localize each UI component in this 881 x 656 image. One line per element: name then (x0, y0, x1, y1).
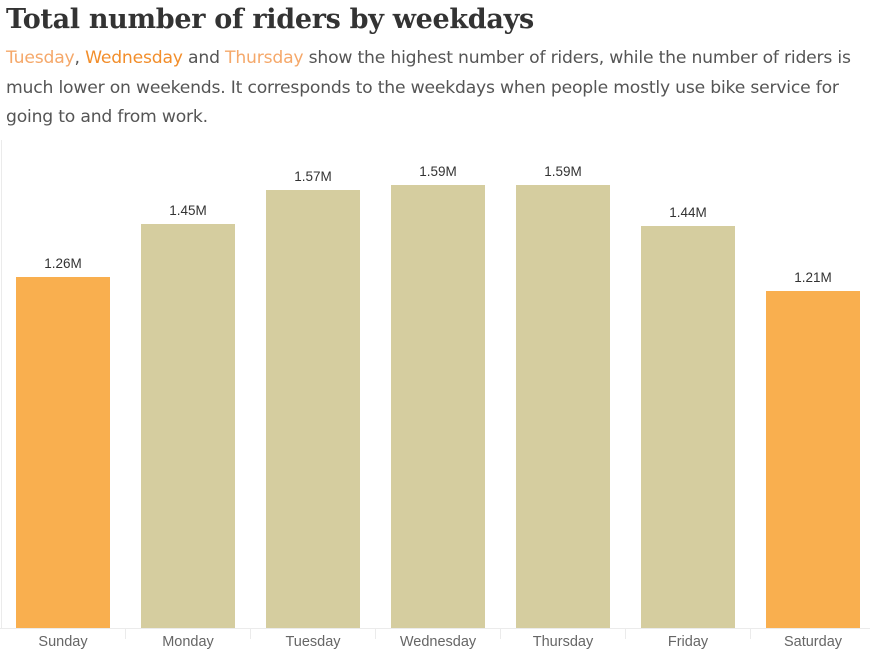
chart-title: Total number of riders by weekdays (6, 4, 534, 35)
x-axis-label: Monday (162, 634, 214, 650)
value-label: 1.57M (294, 169, 332, 184)
x-axis-tick (250, 629, 251, 639)
bar-sunday[interactable] (16, 277, 110, 628)
x-axis-label: Thursday (532, 634, 594, 650)
chart-subtitle: Tuesday, Wednesday and Thursday show the… (6, 44, 876, 133)
x-axis-tick (125, 629, 126, 639)
x-axis-label: Friday (667, 634, 709, 650)
bar-thursday[interactable] (516, 185, 610, 628)
x-axis-line (0, 628, 870, 629)
x-axis-tick (625, 629, 626, 639)
subtitle-text: show the highest number of riders, while… (6, 48, 851, 127)
bar-saturday[interactable] (766, 291, 860, 628)
y-axis-line (1, 140, 2, 628)
subtitle-text: and (182, 48, 226, 68)
subtitle-highlight-wednesday: Wednesday (85, 48, 183, 68)
bar-chart: 1.26M Sunday 1.45M Monday 1.57M Tuesday 1.59M W… (0, 140, 881, 656)
x-axis-label: Wednesday (399, 634, 477, 650)
value-label: 1.59M (544, 164, 582, 179)
value-label: 1.45M (169, 203, 207, 218)
x-axis-tick (750, 629, 751, 639)
x-axis-tick (375, 629, 376, 639)
x-axis-tick (500, 629, 501, 639)
x-axis-label: Tuesday (285, 634, 341, 650)
subtitle-highlight-tuesday: Tuesday (6, 48, 75, 68)
bar-tuesday[interactable] (266, 190, 360, 628)
value-label: 1.21M (794, 270, 832, 285)
value-label: 1.59M (419, 164, 457, 179)
subtitle-text: , (74, 48, 86, 68)
bar-wednesday[interactable] (391, 185, 485, 628)
value-label: 1.44M (669, 205, 707, 220)
x-axis-label: Sunday (38, 634, 88, 650)
value-label: 1.26M (44, 256, 82, 271)
bar-friday[interactable] (641, 226, 735, 628)
subtitle-highlight-thursday: Thursday (225, 48, 304, 68)
x-axis-label: Saturday (783, 634, 843, 650)
bar-monday[interactable] (141, 224, 235, 628)
